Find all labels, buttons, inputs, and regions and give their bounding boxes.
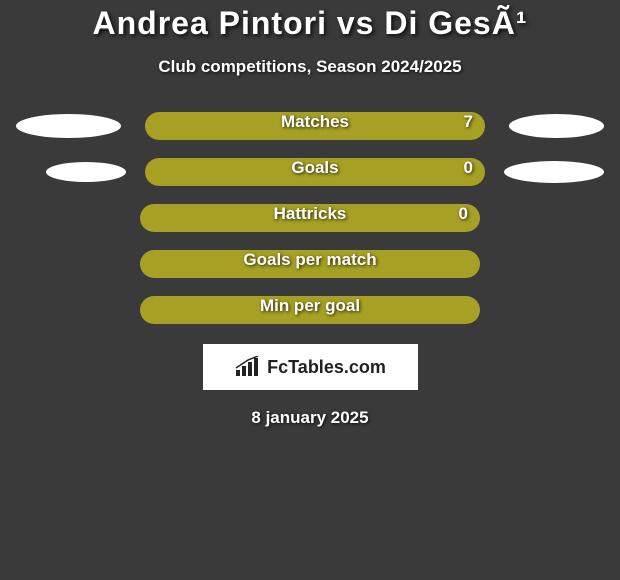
stat-row-matches: Matches 7 (8, 112, 612, 140)
logo-box: FcTables.com (203, 344, 418, 390)
stats-comparison-container: Andrea Pintori vs Di GesÃ¹ Club competit… (0, 0, 620, 428)
logo-text: FcTables.com (267, 357, 386, 378)
bar-value: 0 (459, 204, 468, 224)
bar-label: Hattricks (140, 204, 480, 224)
main-content: Matches 7 Goals 0 Hattricks 0 Goals per (0, 112, 620, 428)
left-ellipse-1 (16, 114, 121, 138)
bar-matches: Matches 7 (145, 112, 485, 140)
stat-row-goals: Goals 0 (8, 158, 612, 186)
bar-value: 0 (464, 158, 473, 178)
left-ellipse-2 (46, 162, 126, 182)
bars-only-container: Hattricks 0 Goals per match Min per goal (8, 204, 612, 324)
bar-label: Goals per match (140, 250, 480, 270)
bar-goals: Goals 0 (145, 158, 485, 186)
page-title: Andrea Pintori vs Di GesÃ¹ (0, 5, 620, 42)
bar-hattricks: Hattricks 0 (140, 204, 480, 232)
bar-label: Matches (145, 112, 485, 132)
bar-label: Min per goal (140, 296, 480, 316)
date-text: 8 january 2025 (8, 408, 612, 428)
right-ellipse-1 (509, 114, 604, 138)
right-ellipse-2 (504, 161, 604, 183)
bar-value: 7 (464, 112, 473, 132)
chart-icon (234, 356, 262, 378)
bar-goals-per-match: Goals per match (140, 250, 480, 278)
bar-label: Goals (145, 158, 485, 178)
subtitle: Club competitions, Season 2024/2025 (0, 57, 620, 77)
bar-min-per-goal: Min per goal (140, 296, 480, 324)
